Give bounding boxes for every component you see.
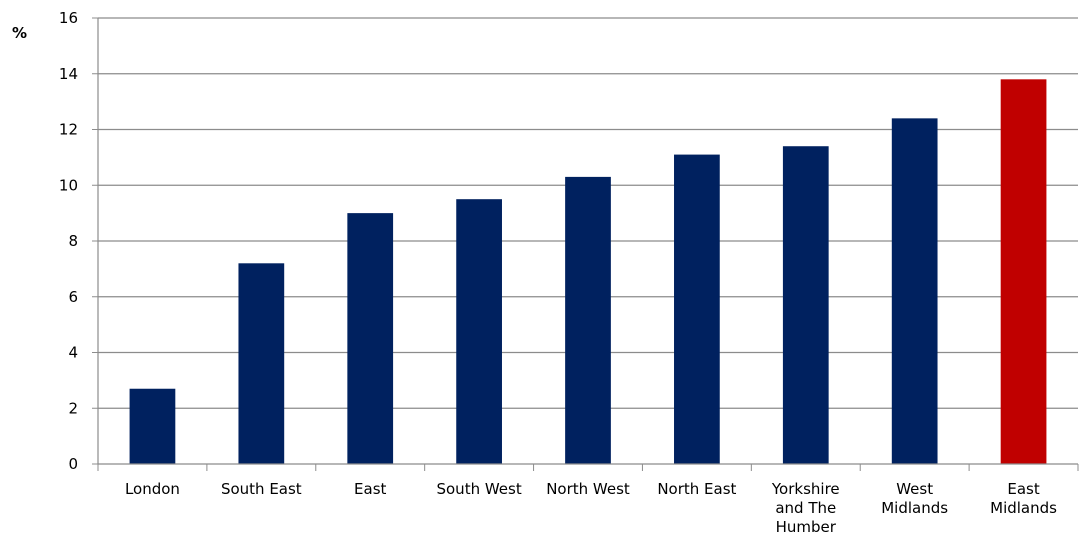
bar-6 xyxy=(782,146,829,464)
y-tick-label-8: 8 xyxy=(68,232,78,250)
y-axis-label: % xyxy=(12,24,27,42)
bars xyxy=(129,79,1047,464)
y-tick-label-4: 4 xyxy=(68,344,78,362)
x-category-label-line: East xyxy=(354,480,386,498)
bar-2 xyxy=(347,213,394,464)
x-category-label-line: East xyxy=(1007,480,1039,498)
x-category-label-3: South West xyxy=(436,480,521,498)
x-category-label-line: Midlands xyxy=(881,499,948,517)
bar-7 xyxy=(891,118,938,464)
y-tick-label-10: 10 xyxy=(59,176,78,194)
y-tick-label-14: 14 xyxy=(59,65,78,83)
x-category-label-line: South East xyxy=(221,480,302,498)
x-category-label-line: South West xyxy=(436,480,521,498)
x-category-label-line: North East xyxy=(657,480,736,498)
x-category-label-2: East xyxy=(354,480,386,498)
x-category-label-5: North East xyxy=(657,480,736,498)
x-category-label-6: Yorkshire and The Humber xyxy=(771,480,840,536)
x-category-label-line: Humber xyxy=(776,518,837,536)
x-category-label-0: London xyxy=(125,480,180,498)
x-category-label-line: Midlands xyxy=(990,499,1057,517)
x-category-label-7: West Midlands xyxy=(881,480,948,517)
x-category-label-line: North West xyxy=(546,480,630,498)
bar-8 xyxy=(1000,79,1047,464)
x-category-label-1: South East xyxy=(221,480,302,498)
x-category-label-line: and The xyxy=(775,499,836,517)
y-tick-label-2: 2 xyxy=(68,399,78,417)
x-category-label-8: East Midlands xyxy=(990,480,1057,517)
x-category-label-4: North West xyxy=(546,480,630,498)
bar-3 xyxy=(456,199,502,464)
axes xyxy=(92,17,1079,471)
bar-4 xyxy=(565,176,611,464)
x-category-label-line: West xyxy=(896,480,933,498)
bar-5 xyxy=(674,154,720,464)
labels: 0 2 4 6 8 10 12 14 16 London South East East South W… xyxy=(59,9,1057,536)
y-tick-label-16: 16 xyxy=(59,9,78,27)
y-tick-label-0: 0 xyxy=(68,455,78,473)
x-category-label-line: London xyxy=(125,480,180,498)
y-tick-label-12: 12 xyxy=(59,121,78,139)
bar-0 xyxy=(129,388,176,464)
y-tick-label-6: 6 xyxy=(68,288,78,306)
bar-1 xyxy=(238,263,285,464)
x-category-label-line: Yorkshire xyxy=(771,480,840,498)
